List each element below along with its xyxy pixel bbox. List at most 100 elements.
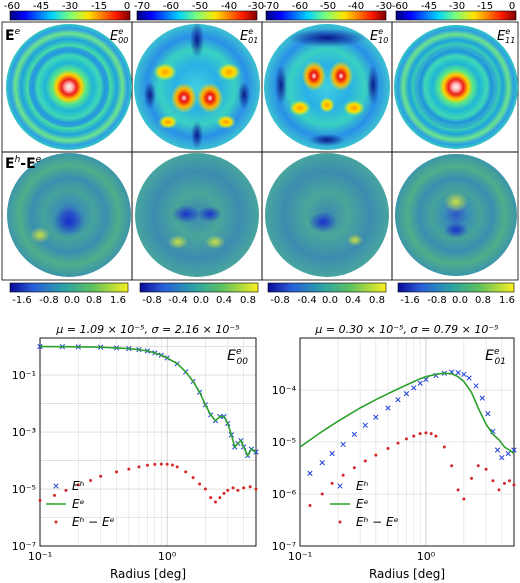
cbar-tick: 0.8: [369, 295, 385, 306]
data-point-dot: [203, 487, 207, 491]
cbar-tick: -40: [221, 1, 237, 12]
row-label-ee: Ee: [5, 27, 21, 44]
map-ee-11: [394, 25, 518, 149]
y-tick-label: 10⁻⁴: [272, 384, 297, 397]
data-point-dot: [191, 476, 195, 480]
data-point-dot: [218, 496, 222, 500]
y-tick-label: 10⁻⁵: [272, 436, 296, 449]
data-point-dot: [320, 492, 324, 496]
data-point-dot: [434, 434, 438, 438]
data-point-dot: [52, 493, 56, 497]
y-tick-label: 10⁻⁶: [272, 488, 297, 501]
chart-title: μ = 0.30 × 10⁻⁵, σ = 0.79 × 10⁻⁵: [314, 323, 498, 336]
col-label-10: Ee 10: [370, 27, 388, 45]
data-point-x: [329, 450, 335, 457]
cbar-tick: -0.4: [168, 295, 188, 306]
data-point-dot: [198, 482, 202, 486]
data-point-dot: [236, 488, 240, 492]
x-tick-label: 10⁻¹: [288, 550, 312, 563]
map-diff-00: [7, 153, 131, 277]
data-point-dot: [145, 463, 149, 467]
cbar-tick: -0.8: [142, 295, 162, 306]
cbar-tick: 0.0: [64, 295, 80, 306]
data-point-dot: [153, 462, 157, 466]
chart-title: μ = 1.09 × 10⁻⁵, σ = 2.16 × 10⁻⁵: [55, 323, 239, 336]
legend-label: Eᵉ: [356, 497, 369, 511]
colorbar-top-3: -60 -45 -30 -15 0: [392, 1, 517, 21]
colorbar-top-0: -60 -45 -30 -15 0: [4, 1, 131, 21]
data-point-x: [455, 370, 461, 376]
plot-frame: [39, 337, 257, 547]
cbar-tick: -40: [348, 1, 364, 12]
data-point-x: [473, 383, 479, 389]
legend-dot-swatch: [54, 520, 58, 524]
data-point-dot: [175, 465, 179, 469]
x-axis-label: Radius [deg]: [369, 567, 445, 581]
colorbar-bottom-2: -0.8 -0.4 0.0 0.4 0.8: [267, 282, 387, 306]
cbar-tick: 0.0: [193, 295, 209, 306]
data-point-dot: [159, 462, 163, 466]
map-ee-00: [6, 24, 132, 150]
cbar-tick: 1.6: [110, 295, 126, 306]
legend-x-swatch: [53, 483, 59, 489]
cbar-tick: 0.0: [322, 295, 338, 306]
panel-label-sub: 00: [237, 357, 249, 367]
data-point-dot: [137, 465, 141, 469]
data-point-dot: [374, 453, 378, 457]
data-point-dot: [254, 487, 258, 491]
data-point-dot: [330, 481, 334, 485]
legend-x-swatch: [337, 483, 343, 489]
cbar-tick: 0.8: [86, 295, 102, 306]
cbar-tick: 1.6: [499, 295, 515, 306]
legend-label: Eʰ: [356, 479, 369, 493]
cbar-tick: -60: [163, 1, 179, 12]
data-point-dot: [89, 478, 93, 482]
cbar-tick: -1.6: [400, 295, 420, 306]
data-point-dot: [213, 500, 217, 504]
data-point-dot: [502, 481, 506, 485]
data-point-dot: [99, 474, 103, 478]
cbar-tick: -0.4: [297, 295, 317, 306]
data-point-x: [373, 414, 379, 420]
data-point-dot: [462, 497, 466, 501]
cbar-tick: -30: [376, 1, 392, 12]
legend-label: Eᵉ: [72, 497, 85, 511]
row-label-diff: Eh-Ee: [5, 155, 42, 172]
data-point-dot: [222, 491, 226, 495]
y-tick-label: 10⁻⁷: [12, 540, 36, 553]
data-point-x: [505, 450, 511, 457]
data-point-dot: [127, 467, 131, 471]
legend-label: Eʰ: [72, 479, 85, 493]
x-axis-label: Radius [deg]: [110, 567, 186, 581]
data-point-x: [37, 343, 43, 350]
cbar-tick: -45: [33, 1, 49, 12]
cbar-tick: -30: [248, 1, 264, 12]
data-point-x: [417, 380, 423, 386]
data-point-x: [479, 395, 485, 401]
data-point-x: [362, 422, 368, 428]
data-point-dot: [363, 459, 367, 463]
colorbar-top-2: -70 -60 -50 -40 -30: [263, 1, 392, 21]
cbar-tick: -1.6: [12, 295, 32, 306]
cbar-tick: 0: [509, 1, 515, 12]
data-point-x: [395, 397, 401, 403]
col-label-11: Ee 11: [497, 27, 515, 45]
cbar-tick: 0.8: [475, 295, 491, 306]
data-point-dot: [76, 483, 80, 487]
y-tick-label: 10⁻³: [12, 426, 36, 439]
cbar-tick: 0.4: [216, 295, 232, 306]
panel-label-sub: 01: [495, 357, 506, 367]
cbar-tick: 0.0: [452, 295, 468, 306]
series-line: [39, 345, 257, 458]
data-point-dot: [484, 467, 488, 471]
data-point-dot: [170, 463, 174, 467]
cbar-tick: -70: [263, 1, 279, 12]
chart-e00: 10⁻¹ 10⁰ 10⁻⁷ 10⁻⁵ 10⁻³ 10⁻¹ Radius [deg] μ = 1…: [12, 323, 259, 581]
data-point-x: [461, 371, 467, 377]
col-label-00: Ee 00: [110, 27, 128, 45]
cbar-tick: -50: [320, 1, 336, 12]
data-point-dot: [512, 483, 516, 487]
data-point-dot: [226, 488, 230, 492]
data-point-dot: [491, 479, 495, 483]
data-point-dot: [308, 504, 312, 508]
